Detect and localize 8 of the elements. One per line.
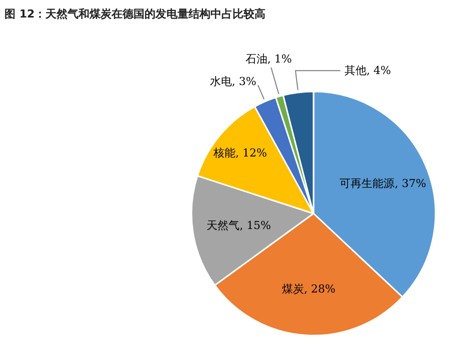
slice-label: 水电, 3%	[210, 74, 256, 88]
slice-label: 核能, 12%	[212, 146, 267, 160]
slice-label: 煤炭, 28%	[282, 282, 336, 296]
slice-label: 石油, 1%	[245, 52, 292, 66]
slice-label: 天然气, 15%	[206, 218, 272, 232]
slice-label: 其他, 4%	[344, 64, 391, 78]
chart-title: 图 12：天然气和煤炭在德国的发电量结构中占比较高	[4, 8, 266, 20]
slice-label: 可再生能源, 37%	[340, 176, 426, 190]
